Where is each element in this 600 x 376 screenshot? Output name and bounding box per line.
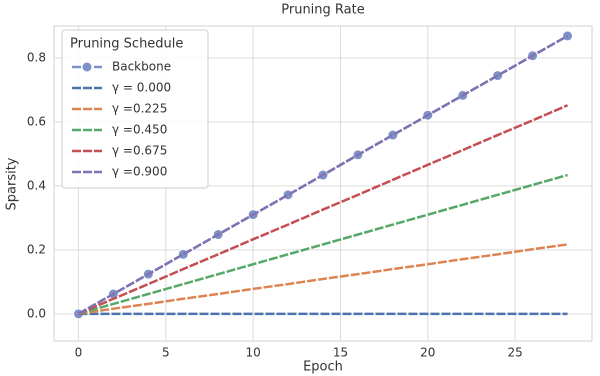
- series-line: [78, 243, 568, 316]
- y-tick-label: 0.0: [27, 306, 46, 320]
- legend-box: [61, 29, 209, 189]
- y-axis-label: Sparsity: [5, 157, 20, 210]
- y-tick-label: 0.6: [27, 114, 46, 128]
- legend-label: γ =0.675: [112, 144, 167, 158]
- marker: [282, 189, 294, 201]
- x-tick-label: 10: [245, 346, 260, 360]
- legend-label: γ =0.225: [112, 102, 167, 116]
- x-tick-label: 20: [420, 346, 435, 360]
- series-line: [77, 104, 569, 315]
- y-tick-label: 0.4: [27, 178, 46, 192]
- marker: [387, 129, 399, 141]
- chart-title: Pruning Rate: [281, 3, 364, 18]
- legend-label: γ = 0.000: [112, 81, 171, 95]
- x-tick-label: 15: [333, 346, 348, 360]
- marker: [492, 70, 504, 82]
- legend-label: Backbone: [112, 60, 171, 74]
- x-axis-label: Epoch: [303, 360, 343, 375]
- x-tick-label: 25: [508, 346, 523, 360]
- y-tick-label: 0.8: [27, 50, 46, 64]
- legend-marker: [81, 61, 93, 73]
- legend: Pruning Schedule Backbone γ = 0.000 γ =0.22…: [61, 29, 209, 189]
- legend-title: Pruning Schedule: [70, 37, 183, 52]
- legend-label: γ =0.450: [112, 123, 167, 137]
- x-tick-label: 5: [162, 346, 170, 360]
- series-line: [78, 173, 568, 316]
- x-tick-label: 0: [75, 346, 83, 360]
- y-tick-label: 0.2: [27, 242, 46, 256]
- series-line: [77, 34, 569, 315]
- marker: [177, 248, 189, 260]
- legend-label: γ =0.900: [112, 165, 167, 179]
